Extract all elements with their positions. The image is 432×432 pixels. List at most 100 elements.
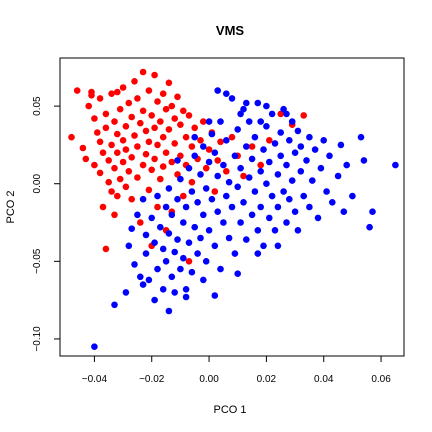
blue-point-13 [151, 296, 158, 304]
red-point-52 [148, 112, 155, 119]
blue-point-10 [142, 250, 150, 257]
blue-point-92 [266, 214, 273, 222]
red-point-10 [99, 149, 107, 156]
y-tick-label-3: 0.05 [32, 96, 43, 116]
blue-point-133 [357, 133, 365, 141]
blue-point-18 [159, 286, 167, 293]
red-point-107 [111, 211, 118, 219]
red-point-46 [139, 161, 147, 169]
blue-point-117 [303, 157, 310, 164]
blue-point-84 [254, 227, 262, 234]
blue-point-51 [205, 227, 213, 234]
blue-point-81 [248, 155, 256, 163]
blue-point-63 [223, 137, 230, 144]
blue-point-96 [271, 140, 279, 147]
red-point-31 [122, 183, 130, 191]
x-axis: −0.04 −0.02 0.00 0.02 0.04 0.06 [82, 356, 391, 385]
blue-point-67 [228, 203, 236, 211]
blue-point-137 [392, 161, 399, 169]
chart-title: VMS [216, 23, 245, 38]
blue-point-47 [200, 143, 207, 150]
blue-point-111 [291, 149, 299, 156]
blue-point-114 [297, 168, 305, 175]
red-point-63 [159, 133, 167, 141]
blue-point-8 [139, 195, 147, 203]
x-tick-label-5: 0.06 [371, 374, 391, 385]
blue-point-113 [294, 227, 302, 234]
red-point-109 [185, 258, 193, 265]
red-point-6 [91, 161, 98, 169]
blue-point-152 [205, 118, 213, 125]
red-point-32 [125, 99, 133, 107]
blue-point-29 [174, 236, 181, 243]
blue-point-41 [191, 152, 198, 160]
red-point-96 [223, 168, 230, 175]
blue-point-17 [157, 223, 164, 231]
blue-point-109 [288, 177, 296, 184]
red-point-11 [99, 203, 107, 211]
y-axis: −0.10 −0.05 0.00 0.05 [32, 96, 60, 352]
red-point-55 [151, 124, 158, 132]
red-point-69 [165, 126, 173, 133]
blue-point-119 [306, 203, 313, 211]
red-point-1 [79, 144, 87, 152]
blue-point-68 [231, 152, 239, 160]
blue-point-129 [337, 141, 345, 149]
blue-point-85 [254, 99, 262, 107]
blue-point-138 [214, 87, 221, 94]
blue-point-136 [369, 208, 376, 215]
red-point-37 [131, 78, 138, 85]
blue-point-105 [283, 161, 290, 169]
y-tick-label-0: −0.10 [32, 326, 43, 352]
blue-point-27 [171, 289, 178, 296]
red-point-73 [171, 115, 178, 122]
blue-point-3 [125, 242, 133, 250]
red-point-95 [217, 138, 224, 146]
red-point-21 [114, 130, 121, 138]
blue-point-93 [266, 158, 273, 166]
blue-point-38 [188, 188, 196, 195]
blue-point-31 [177, 175, 184, 183]
blue-point-94 [268, 192, 276, 200]
red-point-50 [145, 138, 153, 146]
red-point-88 [197, 137, 204, 144]
blue-point-108 [288, 118, 296, 125]
red-point-99 [240, 172, 247, 180]
x-tick-label-2: 0.00 [199, 374, 219, 385]
red-point-89 [200, 118, 207, 125]
blue-point-145 [182, 293, 190, 301]
blue-point-36 [185, 164, 193, 172]
blue-point-39 [188, 268, 196, 276]
blue-point-22 [165, 185, 173, 192]
red-point-15 [105, 178, 112, 186]
blue-point-37 [185, 239, 193, 246]
red-point-58 [154, 141, 161, 149]
blue-point-40 [191, 223, 198, 231]
blue-point-120 [309, 177, 316, 184]
blue-point-60 [220, 219, 227, 226]
blue-point-32 [180, 219, 187, 226]
x-tick-label-1: −0.02 [139, 374, 165, 385]
blue-point-77 [243, 236, 250, 243]
blue-point-118 [306, 133, 313, 141]
blue-point-98 [274, 171, 282, 178]
blue-point-49 [202, 185, 210, 192]
blue-point-134 [360, 157, 368, 164]
y-tick-label-2: 0.00 [32, 174, 43, 194]
red-point-86 [191, 124, 198, 132]
red-point-33 [125, 168, 133, 175]
red-point-83 [185, 112, 193, 119]
red-point-38 [131, 132, 138, 139]
red-point-16 [108, 90, 115, 97]
blue-point-149 [274, 242, 282, 250]
blue-point-50 [205, 158, 213, 166]
red-point-66 [162, 149, 170, 156]
red-point-44 [139, 68, 147, 76]
blue-point-112 [294, 127, 302, 135]
blue-point-155 [257, 118, 265, 125]
blue-point-58 [217, 265, 224, 273]
blue-point-30 [177, 265, 184, 273]
blue-point-86 [257, 168, 265, 175]
blue-point-87 [257, 203, 265, 211]
blue-point-69 [231, 250, 239, 257]
